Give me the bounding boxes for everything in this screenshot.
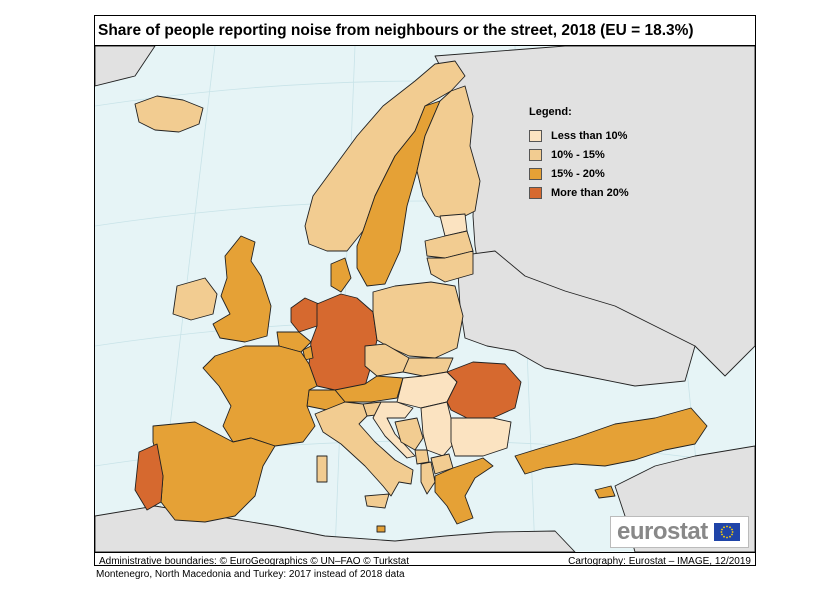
- montenegro: [414, 449, 430, 465]
- map-area: Legend: Less than 10% 10% - 15% 15% - 20…: [95, 46, 755, 552]
- legend-label: 10% - 15%: [551, 148, 605, 161]
- germany: [308, 293, 378, 391]
- sicily: [364, 493, 390, 509]
- legend-item-15-20: 15% - 20%: [529, 164, 629, 183]
- legend-label: 15% - 20%: [551, 167, 605, 180]
- finland: [416, 85, 481, 222]
- eu-flag-icon: [713, 523, 740, 541]
- cyprus: [594, 485, 616, 499]
- eurostat-logo: eurostat: [610, 516, 749, 548]
- map-frame: Share of people reporting noise from nei…: [94, 15, 756, 567]
- serbia: [420, 401, 456, 457]
- bosnia-herzegovina: [394, 417, 424, 451]
- legend-label: Less than 10%: [551, 129, 628, 142]
- data-note: Montenegro, North Macedonia and Turkey: …: [96, 569, 405, 580]
- croatia: [372, 401, 416, 459]
- map-title: Share of people reporting noise from nei…: [95, 16, 755, 46]
- legend-label: More than 20%: [551, 186, 629, 199]
- legend-title: Legend:: [529, 106, 572, 118]
- romania: [446, 361, 522, 419]
- legend-swatch: [529, 167, 542, 180]
- ireland: [172, 277, 218, 321]
- sardinia: [316, 455, 328, 483]
- belgium: [276, 331, 312, 353]
- albania: [420, 461, 436, 495]
- legend-item-more-than-20: More than 20%: [529, 183, 629, 202]
- europe-map: [95, 46, 755, 552]
- austria: [334, 375, 404, 403]
- iceland: [134, 95, 204, 133]
- greece: [434, 457, 494, 525]
- legend-swatch: [529, 148, 542, 161]
- italy: [314, 401, 414, 497]
- belarus-ukraine: [456, 250, 696, 387]
- legend-item-10-15: 10% - 15%: [529, 145, 629, 164]
- logo-text: eurostat: [617, 518, 708, 545]
- lithuania: [426, 250, 474, 283]
- cartography-credit: Cartography: Eurostat – IMAGE, 12/2019: [568, 556, 751, 567]
- turkey: [514, 407, 708, 475]
- boundaries-credit: Administrative boundaries: © EuroGeograp…: [99, 556, 410, 567]
- malta: [376, 525, 386, 533]
- france: [202, 345, 318, 447]
- map-footer: Administrative boundaries: © EuroGeograp…: [95, 552, 755, 567]
- legend-item-less-than-10: Less than 10%: [529, 126, 629, 145]
- united-kingdom: [212, 235, 272, 343]
- poland: [372, 281, 464, 359]
- legend-swatch: [529, 129, 542, 142]
- denmark: [330, 257, 352, 293]
- greenland-tip: [95, 46, 156, 87]
- portugal: [134, 443, 164, 511]
- legend: Legend: Less than 10% 10% - 15% 15% - 20…: [529, 106, 629, 202]
- legend-swatch: [529, 186, 542, 199]
- bulgaria: [450, 417, 512, 457]
